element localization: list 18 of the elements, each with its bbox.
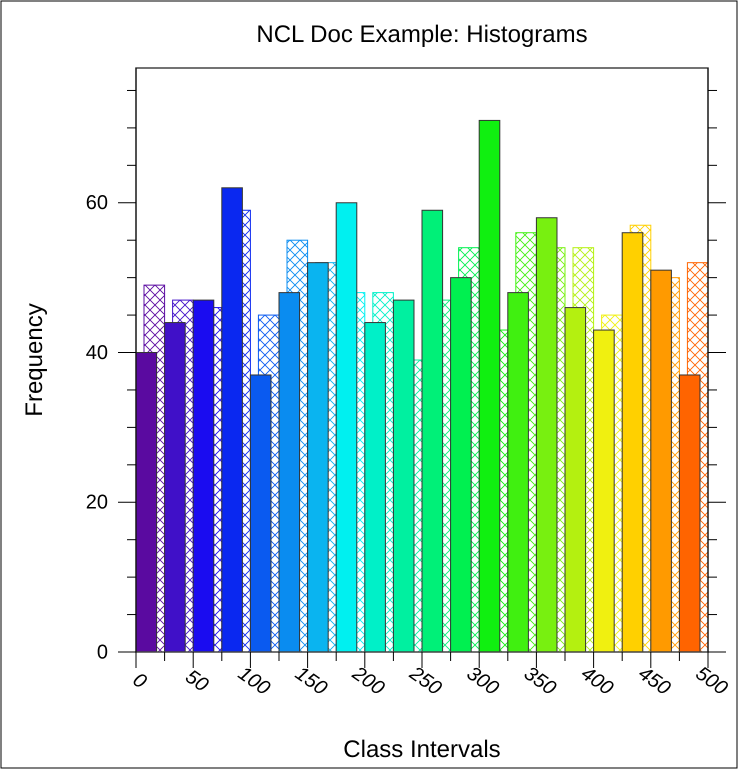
x-tick-label: 200 <box>347 662 388 700</box>
x-tick-label: 300 <box>462 662 503 700</box>
x-tick-label: 150 <box>291 662 332 700</box>
x-tick-label: 250 <box>404 662 446 700</box>
x-tick-label: 0 <box>128 668 150 694</box>
x-tick-label: 100 <box>234 662 274 700</box>
x-axis-title: Class Intervals <box>343 736 501 763</box>
x-tick-label: 350 <box>520 662 560 700</box>
x-tick-label: 400 <box>577 662 618 700</box>
y-axis-title: Frequency <box>21 303 48 417</box>
y-tick-label: 20 <box>86 492 108 514</box>
x-tick-label: 50 <box>181 666 212 696</box>
x-tick-label: 500 <box>691 662 732 700</box>
y-tick-label: 0 <box>96 641 108 664</box>
x-tick-label: 450 <box>634 662 674 700</box>
chart-title: NCL Doc Example: Histograms <box>256 21 588 48</box>
y-tick-label: 40 <box>86 342 108 364</box>
y-tick-label: 60 <box>86 192 108 214</box>
